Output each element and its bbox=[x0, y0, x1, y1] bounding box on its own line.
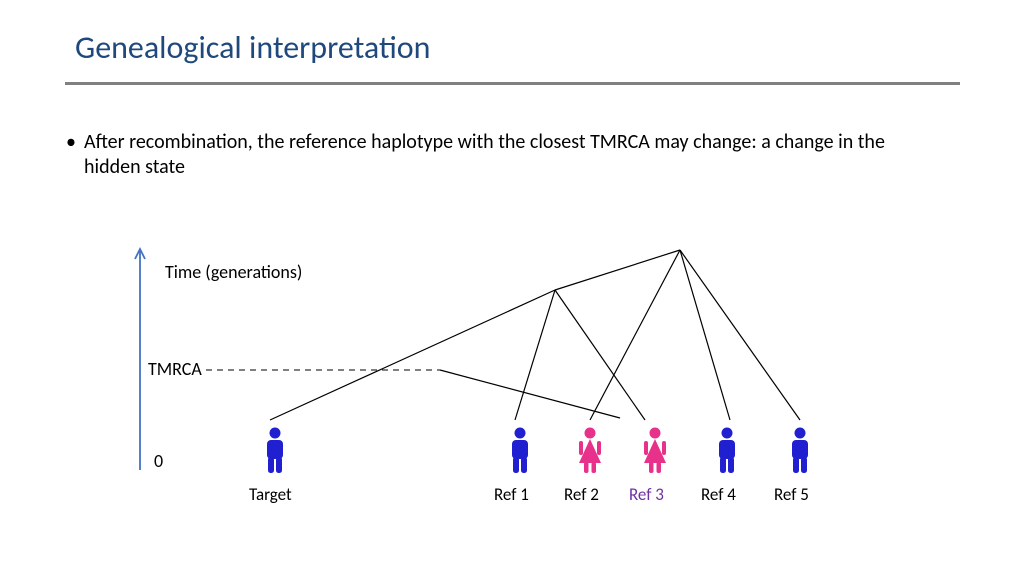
person-icon bbox=[267, 428, 283, 474]
person-icon bbox=[719, 428, 735, 474]
person-label-text: Ref 2 bbox=[564, 484, 599, 505]
zero-label-text: 0 bbox=[154, 450, 163, 472]
person-icon bbox=[579, 428, 601, 474]
person-label-text: Ref 5 bbox=[774, 484, 809, 505]
person-label-text: Ref 4 bbox=[701, 484, 736, 505]
person-icon bbox=[644, 428, 666, 474]
genealogy-diagram: Time (generations) TMRCA 0 Target Ref 1 Ref 2… bbox=[0, 0, 1024, 576]
person-icon bbox=[512, 428, 528, 474]
axis-label-text: Time (generations) bbox=[165, 261, 302, 283]
person-icon bbox=[792, 428, 808, 474]
person-label-text: Target bbox=[249, 484, 292, 505]
tmrca-label-text: TMRCA bbox=[148, 358, 202, 380]
person-label ref3-label-text: Ref 3 bbox=[629, 484, 664, 505]
person-label-text: Ref 1 bbox=[494, 484, 529, 505]
